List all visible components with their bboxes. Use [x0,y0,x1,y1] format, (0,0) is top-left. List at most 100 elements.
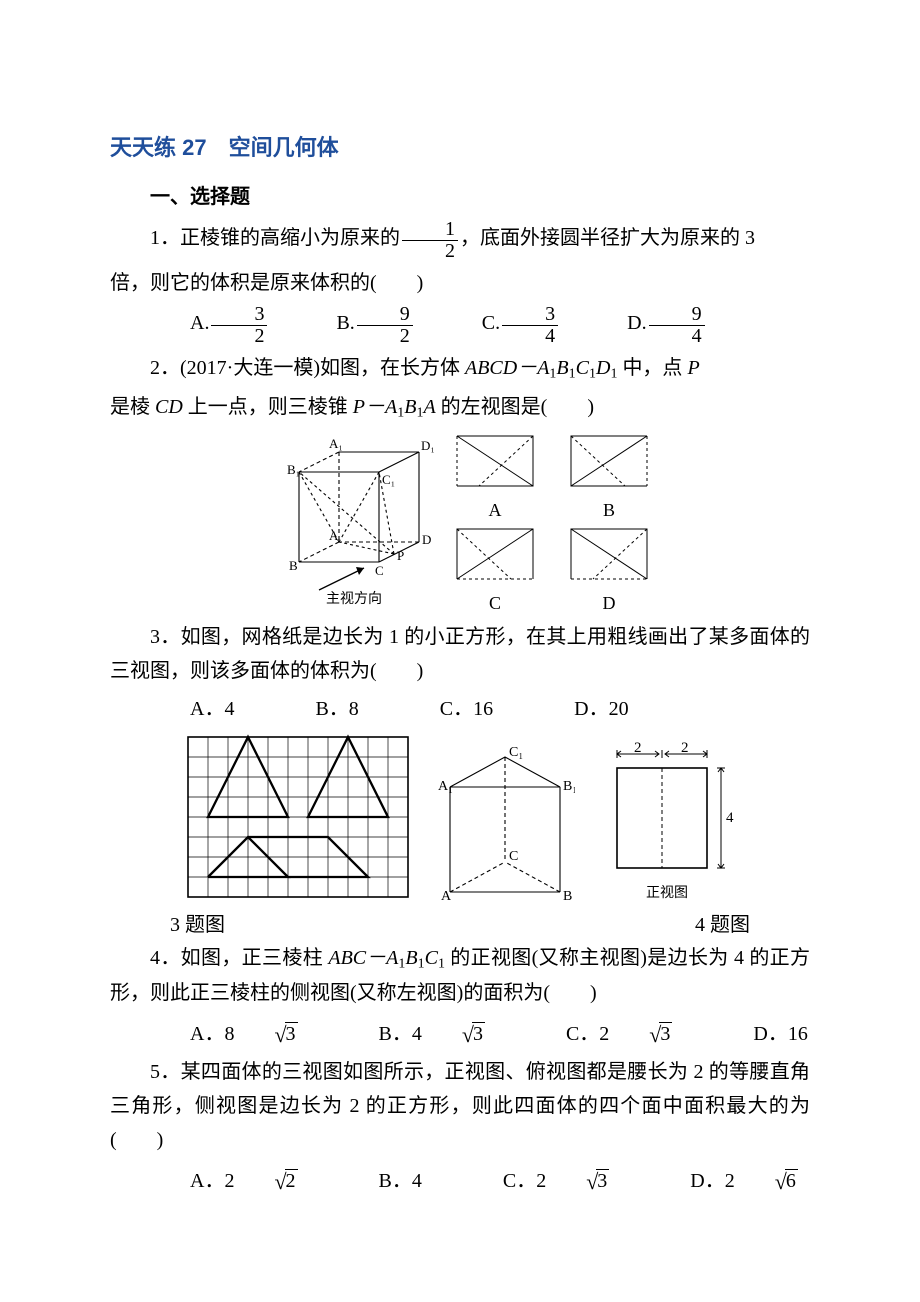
q4-frontview: 2 2 4 正视图 [597,738,737,902]
q4-stem: 4．如图，正三棱柱 ABC－A1B1C1 的正视图(又称主视图)是边长为 4 的… [110,941,810,1010]
lbl-C: C [375,563,384,578]
a: A [423,396,435,418]
q1-text-b: ，底面外接圆半径扩大为原来的 3 [460,227,755,249]
c: C [425,947,438,969]
page-title: 天天练 27 空间几何体 [110,130,810,162]
sub: 1 [569,367,576,382]
rad: 3 [596,1169,609,1192]
q4-B: B．4 3 [339,1014,485,1051]
p: P [687,357,699,379]
dim-2a: 2 [634,740,642,756]
q1-C: C.34 [442,304,560,347]
label: C．2 [503,1170,546,1192]
fig-captions: 3 题图 4 题图 [110,908,810,937]
frac-den: 4 [649,325,705,347]
q2-stem-line2: 是棱 CD 上一点，则三棱锥 P－A1B1A 的左视图是( ) [110,390,810,425]
dim-2b: 2 [681,740,689,756]
q2-opt-C: C [453,525,537,614]
q4-C: C．2 3 [526,1014,672,1051]
q5-C: C．2 3 [463,1161,609,1198]
q3-D: D．20 [534,692,628,726]
q3-A: A．4 [150,692,234,726]
q3-C: C．16 [400,692,493,726]
q2-view-label: 主视方向 [326,588,382,608]
label: C．2 [566,1023,609,1045]
lbl-B: B [289,558,298,573]
q4-view-label: 正视图 [646,882,688,902]
q2-thumbs: A B [453,432,651,614]
q2-opt-B: B [567,432,651,521]
q4-options: A．8 3 B．4 3 C．2 3 D．16 [110,1014,810,1051]
label: A．8 [190,1023,234,1045]
frac-den: 2 [211,325,267,347]
q3-grid-svg [183,732,413,902]
q1-frac1: 12 [402,219,458,262]
rad: 3 [472,1022,485,1045]
cap-q3: 3 题图 [170,908,225,937]
q2-abcd: ABCD－A [465,357,549,379]
lbl-B1: B₁ [287,462,300,477]
q4-D: D．16 [713,1017,807,1051]
q5-A: A．22 [150,1161,298,1198]
q3-stem: 3．如图，网格纸是边长为 1 的小正方形，在其上用粗线画出了某多面体的三视图，则… [110,620,810,688]
text: 中，点 [617,357,687,379]
lbl-A: A [329,528,339,543]
q2-opt-A: A [453,432,537,521]
caption: D [603,593,616,614]
frac-num: 1 [402,219,458,240]
q2-cuboid: A₁ D₁ B₁ C₁ A D B C P 主视方向 [269,432,439,608]
q1-stem: 1．正棱锥的高缩小为原来的12，底面外接圆半径扩大为原来的 3 [110,219,810,262]
label: D．2 [690,1170,734,1192]
lbl-C1: C₁ [509,745,523,760]
lbl-C1: C₁ [382,472,395,487]
q2-stem: 2．(2017·大连一模)如图，在长方体 ABCD－A1B1C1D1 中，点 P [110,351,810,386]
frac-num: 9 [649,304,705,325]
q1-B: B.92 [296,304,414,347]
section-heading: 一、选择题 [110,180,810,209]
q1-options: A.32 B.92 C.34 D.94 [110,304,810,347]
lbl-B1: B₁ [563,779,575,794]
label: A. [190,312,209,334]
caption: C [489,593,501,614]
frac-num: 3 [502,304,558,325]
q1-text-c: 倍，则它的体积是原来体积的( ) [110,272,423,294]
rad: 3 [659,1022,672,1045]
dim-4: 4 [726,810,734,826]
q3-q4-figures: A₁ B₁ C₁ A B C [110,732,810,902]
frac-den: 2 [402,240,458,262]
q3-B: B．8 [275,692,358,726]
caption: B [603,500,615,521]
cuboid-svg: A₁ D₁ B₁ C₁ A D B C P [269,432,439,602]
q5-stem: 5．某四面体的三视图如图所示，正视图、俯视图都是腰长为 2 的等腰直角三角形，侧… [110,1055,810,1157]
label: B．4 [379,1023,422,1045]
frac-den: 4 [502,325,558,347]
q5-D: D．26 [650,1161,798,1198]
c: C [576,357,589,379]
q2-figures: A₁ D₁ B₁ C₁ A D B C P 主视方向 [110,432,810,614]
b1: B [404,396,416,418]
lbl-C: C [509,849,518,864]
lbl-A1: A₁ [438,779,453,794]
q4-prism-svg: A₁ B₁ C₁ A B C [435,742,575,902]
label: C. [482,312,500,334]
frac-num: 9 [357,304,413,325]
text: 是棱 [110,396,155,418]
q3-options: A．4 B．8 C．16 D．20 [110,692,810,726]
q2-opt-D: D [567,525,651,614]
cd: CD [155,396,183,418]
q5-B: B．4 [339,1164,422,1198]
lbl-A: A [441,889,452,902]
text: 上一点，则三棱锥 [183,396,353,418]
label: A．2 [190,1170,234,1192]
text: 的左视图是( ) [436,396,594,418]
lbl-B: B [563,889,572,902]
frac-den: 2 [357,325,413,347]
q4-A: A．8 3 [150,1014,298,1051]
q1-D: D.94 [587,304,706,347]
q5-options: A．22 B．4 C．2 3 D．26 [110,1161,810,1198]
q1-text-a: 1．正棱锥的高缩小为原来的 [150,227,400,249]
text: 4．如图，正三棱柱 [150,947,328,969]
d: D [596,357,610,379]
rad: 3 [285,1022,298,1045]
label: D. [627,312,646,334]
